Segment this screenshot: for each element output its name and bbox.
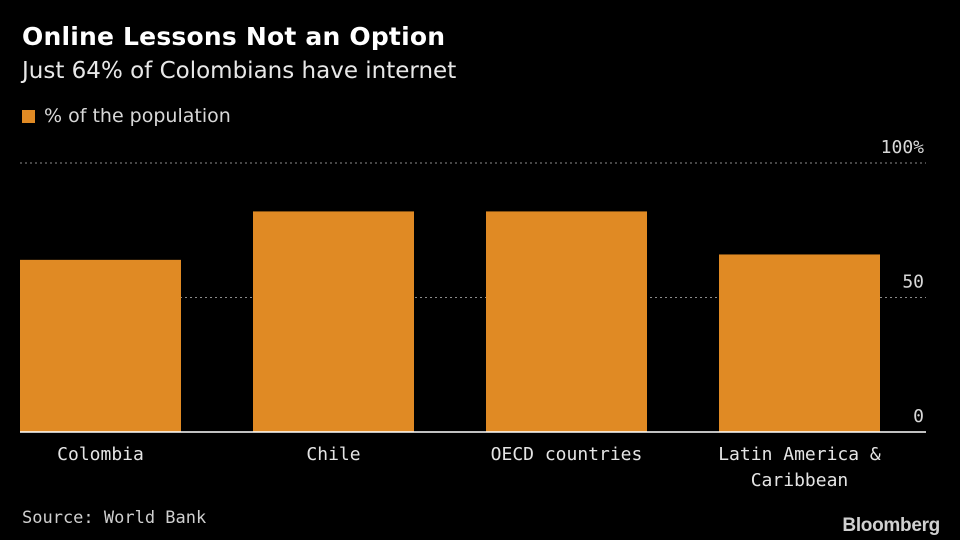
x-tick-label-1: Chile xyxy=(306,444,360,465)
source-note: Source: World Bank xyxy=(22,508,207,528)
legend: % of the population xyxy=(22,105,231,127)
chart-title: Online Lessons Not an Option xyxy=(22,22,446,51)
chart-subtitle: Just 64% of Colombians have internet xyxy=(22,58,457,84)
legend-label: % of the population xyxy=(44,105,231,127)
x-tick-label-2: OECD countries xyxy=(491,444,643,465)
legend-swatch xyxy=(22,109,35,123)
y-axis-ticks: 0 50 100% xyxy=(881,137,925,427)
x-tick-label-0: Colombia xyxy=(57,444,144,465)
bar-0 xyxy=(20,259,181,432)
y-tick-label-2: 100% xyxy=(881,137,925,158)
bar-3 xyxy=(719,254,880,432)
brand-logo: Bloomberg xyxy=(842,515,940,536)
y-tick-label-0: 0 xyxy=(913,406,924,427)
y-tick-label-1: 50 xyxy=(902,272,924,293)
bar-1 xyxy=(253,211,414,432)
bar-2 xyxy=(486,211,647,432)
x-axis-labels: Colombia Chile OECD countries Latin America… xyxy=(57,444,881,491)
x-tick-label-3: Latin America & Caribbean xyxy=(718,444,881,491)
bars xyxy=(20,211,880,432)
